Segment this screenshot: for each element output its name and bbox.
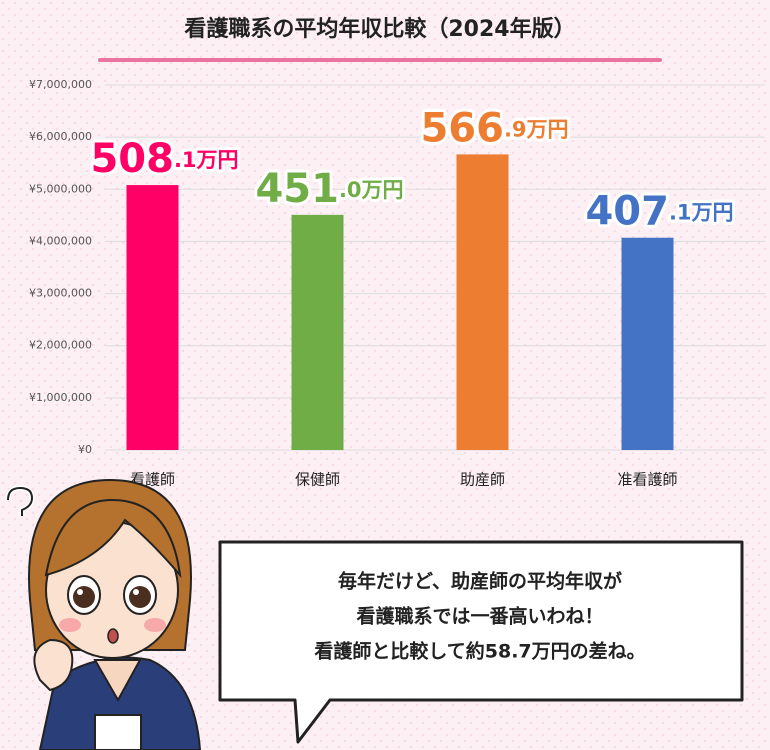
bar	[621, 237, 674, 450]
x-tick-label: 准看護師	[617, 471, 677, 489]
y-tick-label: ¥0	[78, 443, 92, 456]
bubble-line: 看護職系では一番高いわね！	[355, 605, 603, 628]
y-tick-label: ¥2,000,000	[29, 339, 92, 352]
nurse-illustration	[5, 478, 202, 750]
value-label: 566.9万円	[420, 105, 568, 151]
y-tick-label: ¥7,000,000	[29, 78, 92, 91]
bubble-line: 毎年だけど、助産師の平均年収が	[338, 570, 622, 593]
value-label: 508.1万円	[90, 136, 238, 182]
value-label: 407.1万円	[585, 189, 733, 235]
x-tick-label: 助産師	[460, 471, 505, 489]
bubble-line: 看護師と比較して約58.7万円の差ね。	[313, 640, 645, 663]
x-tick-label: 保健師	[295, 471, 340, 489]
speech-bubble	[218, 540, 744, 744]
chart-title: 看護職系の平均年収比較（2024年版）	[184, 16, 575, 42]
y-tick-label: ¥5,000,000	[29, 182, 92, 195]
value-label: 451.0万円	[255, 166, 403, 212]
y-tick-label: ¥4,000,000	[29, 234, 92, 247]
y-tick-label: ¥1,000,000	[29, 391, 92, 404]
y-tick-label: ¥3,000,000	[29, 287, 92, 300]
bar	[291, 214, 344, 450]
bar	[456, 154, 509, 450]
y-tick-label: ¥6,000,000	[29, 130, 92, 143]
bar	[126, 185, 179, 451]
